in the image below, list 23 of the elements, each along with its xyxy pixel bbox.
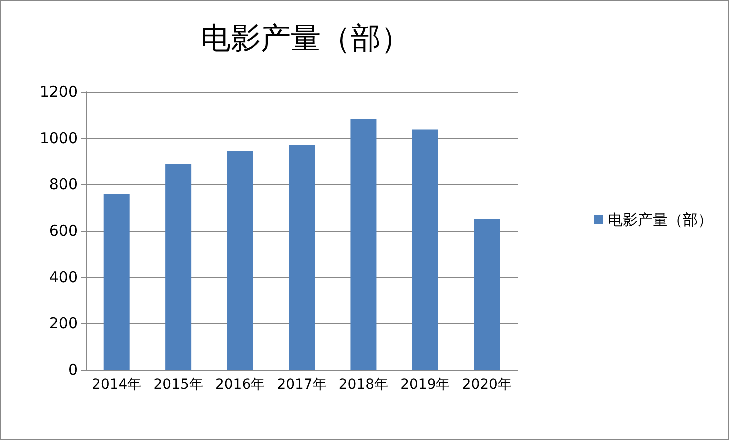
y-tick-label: 600 (49, 222, 78, 240)
bar (166, 164, 192, 370)
y-tick-label: 400 (49, 268, 78, 286)
bar (104, 194, 130, 370)
y-tick-label: 0 (68, 361, 78, 379)
x-tick-label: 2017年 (277, 377, 327, 393)
y-tick-label: 1000 (40, 129, 78, 148)
legend-label: 电影产量（部） (608, 211, 713, 229)
y-tick-label: 200 (49, 314, 78, 333)
bar (289, 145, 315, 370)
x-tick-label: 2016年 (215, 377, 266, 393)
x-tick-label: 2019年 (400, 377, 450, 393)
bar (474, 219, 500, 370)
y-tick-label: 800 (49, 176, 78, 194)
x-tick-label: 2018年 (338, 377, 389, 393)
chart-title: 电影产量（部） (201, 22, 411, 56)
x-tick-label: 2015年 (154, 377, 204, 393)
bar (350, 119, 377, 370)
y-tick-label: 1200 (40, 83, 78, 101)
bar (227, 151, 254, 370)
bar (412, 130, 438, 370)
x-tick-label: 2020年 (462, 377, 512, 393)
x-tick-label: 2014年 (92, 377, 142, 393)
